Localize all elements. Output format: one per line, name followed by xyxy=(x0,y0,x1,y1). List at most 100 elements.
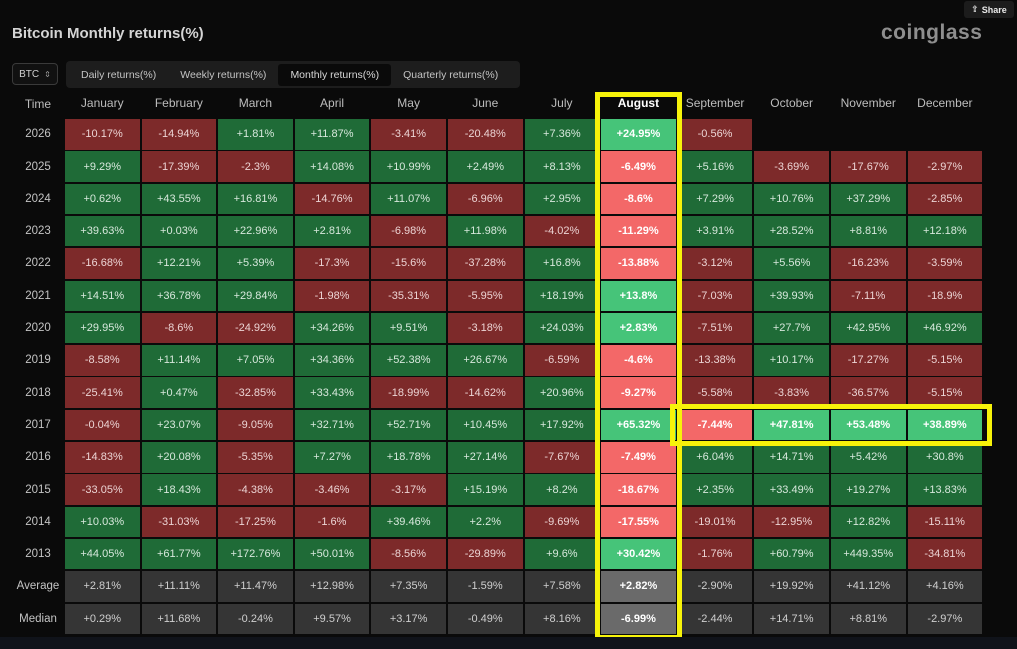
return-cell: -29.89% xyxy=(448,538,523,570)
asset-select-value: BTC xyxy=(19,68,40,80)
return-cell: +5.42% xyxy=(831,442,906,473)
return-cell: -16.23% xyxy=(831,248,906,279)
return-cell: -3.69% xyxy=(754,151,829,182)
return-cell: -5.15% xyxy=(907,377,983,408)
return-cell: +12.21% xyxy=(141,248,217,279)
return-cell: +39.63% xyxy=(65,215,140,247)
return-cell: +10.99% xyxy=(371,151,446,182)
return-cell: +7.36% xyxy=(524,119,600,150)
return-cell: +0.29% xyxy=(65,603,140,634)
return-cell: +28.52% xyxy=(754,215,829,247)
return-cell: -2.44% xyxy=(677,603,753,634)
tab-quarterly[interactable]: Quarterly returns(%) xyxy=(403,68,499,81)
return-cell: -4.02% xyxy=(524,215,600,247)
return-cell: +2.82% xyxy=(601,571,676,602)
return-cell: +8.13% xyxy=(524,151,600,182)
tab-daily[interactable]: Daily returns(%) xyxy=(81,68,157,81)
return-cell: -36.57% xyxy=(831,377,906,408)
return-cell: +11.68% xyxy=(141,603,217,634)
return-cell: -5.15% xyxy=(907,345,983,376)
return-cell: -8.56% xyxy=(371,538,446,570)
return-cell: -37.28% xyxy=(448,248,523,279)
return-cell: +9.51% xyxy=(371,312,446,344)
return-cell: -6.96% xyxy=(448,183,523,215)
return-cell: -3.59% xyxy=(907,248,983,279)
return-cell: -1.6% xyxy=(294,506,370,538)
return-cell: +12.82% xyxy=(831,506,906,538)
return-cell: -5.35% xyxy=(218,442,293,473)
share-button[interactable]: ⇪ Share xyxy=(964,1,1014,18)
return-cell: +14.71% xyxy=(754,442,829,473)
return-cell: +26.67% xyxy=(448,345,523,376)
year-label: 2020 xyxy=(25,322,51,335)
return-cell: +2.81% xyxy=(294,215,370,247)
return-cell: +11.47% xyxy=(218,571,293,602)
return-cell: -4.38% xyxy=(218,474,293,505)
return-cell: +22.96% xyxy=(218,215,293,247)
return-cell: +14.71% xyxy=(754,603,829,634)
return-cell: +2.95% xyxy=(524,183,600,215)
return-cell: +33.43% xyxy=(294,377,370,408)
return-cell: -9.05% xyxy=(218,409,293,441)
share-icon: ⇪ xyxy=(971,4,979,14)
return-cell: +47.81% xyxy=(754,409,829,441)
return-cell: -8.6% xyxy=(141,312,217,344)
return-cell: +7.35% xyxy=(371,571,446,602)
year-label: 2016 xyxy=(25,451,51,464)
year-label: 2019 xyxy=(25,354,51,367)
year-label: 2024 xyxy=(25,192,51,205)
return-cell: +53.48% xyxy=(831,409,906,441)
year-label: Median xyxy=(19,612,57,625)
return-cell: +5.16% xyxy=(677,151,753,182)
return-cell: +37.29% xyxy=(831,183,906,215)
return-cell: -34.81% xyxy=(907,538,983,570)
return-cell: -4.6% xyxy=(601,345,676,376)
return-cell: +8.81% xyxy=(831,215,906,247)
month-header-july: July xyxy=(551,95,573,110)
return-cell: -7.03% xyxy=(677,280,753,311)
page-title: Bitcoin Monthly returns(%) xyxy=(12,25,204,42)
return-cell: +12.18% xyxy=(907,215,983,247)
returns-tabs: Daily returns(%) Weekly returns(%) Month… xyxy=(66,61,520,88)
return-cell: +7.58% xyxy=(524,571,600,602)
return-cell: +39.46% xyxy=(371,506,446,538)
return-cell: +44.05% xyxy=(65,538,140,570)
month-header-october: October xyxy=(770,95,813,110)
month-header-november: November xyxy=(840,95,896,110)
return-cell: +0.62% xyxy=(65,183,140,215)
return-cell: -13.38% xyxy=(677,345,753,376)
year-label: Average xyxy=(16,580,60,593)
year-label: 2013 xyxy=(25,548,51,561)
return-cell: +10.45% xyxy=(448,409,523,441)
return-cell: +3.17% xyxy=(371,603,446,634)
return-cell: +41.12% xyxy=(831,571,906,602)
return-cell: +36.78% xyxy=(141,280,217,311)
tab-weekly[interactable]: Weekly returns(%) xyxy=(180,68,267,81)
year-label: 2021 xyxy=(25,289,51,302)
return-cell: -10.17% xyxy=(65,119,140,150)
return-cell: +18.78% xyxy=(371,442,446,473)
return-cell: +16.81% xyxy=(218,183,293,215)
return-cell: -7.11% xyxy=(831,280,906,311)
return-cell: +8.16% xyxy=(524,603,600,634)
return-cell: -3.41% xyxy=(371,119,446,150)
return-cell: -6.49% xyxy=(601,151,676,182)
return-cell: -18.67% xyxy=(601,474,676,505)
return-cell: -6.59% xyxy=(524,345,600,376)
asset-select[interactable]: BTC ⇕ xyxy=(12,63,58,85)
return-cell: -16.68% xyxy=(65,248,140,279)
return-cell: -13.88% xyxy=(601,248,676,279)
coinglass-logo: coinglass xyxy=(881,21,983,44)
return-cell: +4.16% xyxy=(907,571,983,602)
return-cell: +39.93% xyxy=(754,280,829,311)
return-cell: -2.3% xyxy=(218,151,293,182)
tab-monthly[interactable]: Monthly returns(%) xyxy=(278,63,392,86)
return-cell: -15.6% xyxy=(371,248,446,279)
return-cell: +50.01% xyxy=(294,538,370,570)
return-cell: +2.83% xyxy=(601,312,676,344)
return-cell: +15.19% xyxy=(448,474,523,505)
return-cell: +52.38% xyxy=(371,345,446,376)
return-cell: +46.92% xyxy=(907,312,983,344)
return-cell: +1.81% xyxy=(218,119,293,150)
return-cell: +449.35% xyxy=(831,538,906,570)
